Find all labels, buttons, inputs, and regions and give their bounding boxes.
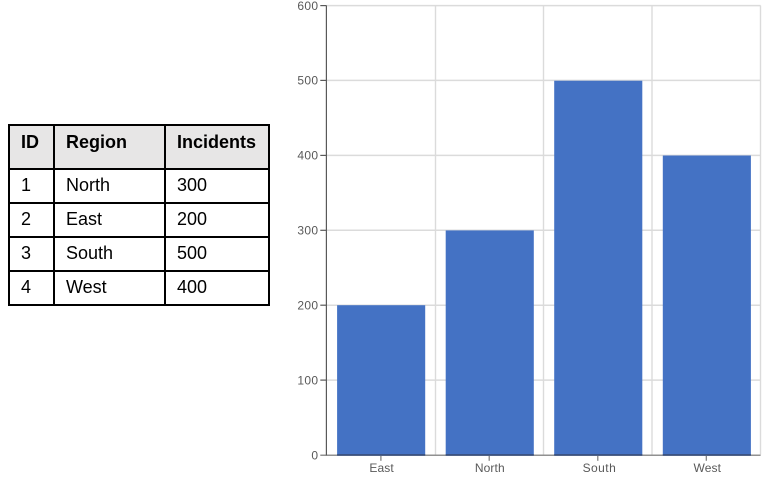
svg-text:West: West [693,461,721,475]
svg-text:100: 100 [297,373,318,387]
svg-text:South: South [583,461,617,475]
svg-text:0: 0 [311,448,318,462]
svg-text:300: 300 [297,224,318,238]
svg-text:North: North [475,461,505,475]
svg-text:400: 400 [297,149,318,163]
svg-text:500: 500 [297,74,318,88]
svg-text:200: 200 [297,298,318,312]
svg-text:600: 600 [297,0,318,13]
svg-text:East: East [369,461,394,475]
